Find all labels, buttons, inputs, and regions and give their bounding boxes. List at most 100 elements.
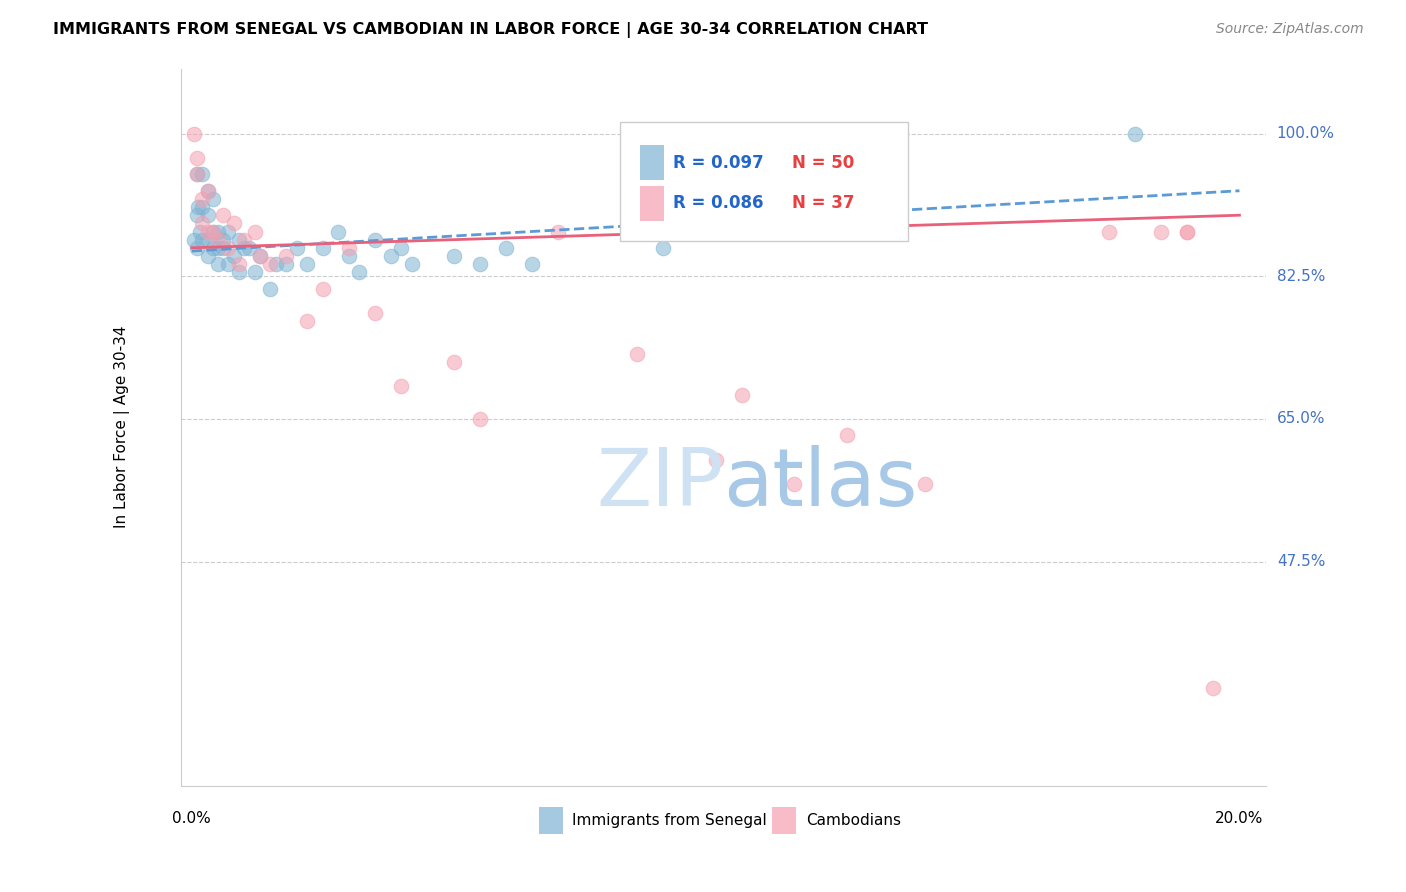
Point (197, 208, 219, 222)
Point (212, 208, 235, 222)
Text: N = 50: N = 50 (792, 154, 853, 172)
Point (183, 127, 205, 141)
Point (443, 355, 465, 369)
Bar (640, 145, 664, 179)
Point (228, 257, 250, 271)
Point (222, 216, 245, 230)
Point (364, 306, 387, 320)
Point (1175, 225, 1198, 239)
Point (188, 225, 211, 239)
Point (197, 249, 219, 263)
Point (238, 241, 260, 255)
Point (201, 241, 224, 255)
Point (389, 241, 412, 255)
Point (626, 347, 648, 361)
Point (312, 241, 335, 255)
Point (1175, 225, 1198, 239)
Point (468, 412, 491, 426)
Point (652, 241, 675, 255)
Point (201, 225, 224, 239)
Text: 65.0%: 65.0% (1277, 411, 1326, 426)
Point (207, 257, 229, 271)
Point (312, 282, 335, 296)
Text: atlas: atlas (724, 445, 918, 524)
Point (704, 452, 727, 467)
Point (522, 257, 544, 271)
Point (207, 233, 229, 247)
Point (468, 257, 491, 271)
Text: Source: ZipAtlas.com: Source: ZipAtlas.com (1216, 22, 1364, 37)
Text: ZIP: ZIP (596, 445, 724, 524)
Point (218, 241, 240, 255)
Point (218, 257, 240, 271)
Point (380, 249, 402, 263)
Point (285, 241, 308, 255)
Text: IMMIGRANTS FROM SENEGAL VS CAMBODIAN IN LABOR FORCE | AGE 30-34 CORRELATION CHAR: IMMIGRANTS FROM SENEGAL VS CAMBODIAN IN … (53, 22, 928, 38)
Point (835, 428, 858, 442)
Text: In Labor Force | Age 30-34: In Labor Force | Age 30-34 (114, 326, 129, 528)
Point (197, 233, 219, 247)
Point (186, 241, 208, 255)
Text: 0.0%: 0.0% (173, 811, 211, 826)
Point (212, 233, 235, 247)
Text: 20.0%: 20.0% (1215, 811, 1264, 826)
Point (547, 225, 569, 239)
Point (295, 314, 318, 328)
FancyBboxPatch shape (620, 122, 908, 241)
Point (186, 151, 208, 165)
Point (191, 192, 214, 206)
Point (201, 192, 224, 206)
Point (274, 257, 297, 271)
Point (186, 168, 208, 182)
Point (228, 265, 250, 279)
Point (249, 249, 271, 263)
Text: Immigrants from Senegal: Immigrants from Senegal (572, 813, 766, 828)
Bar (538, 807, 562, 834)
Bar (640, 186, 664, 220)
Point (1123, 127, 1146, 141)
Point (264, 257, 287, 271)
Point (259, 282, 281, 296)
Point (756, 225, 779, 239)
Point (212, 241, 235, 255)
Point (495, 241, 517, 255)
Text: R = 0.097: R = 0.097 (672, 154, 763, 172)
Point (233, 241, 256, 255)
Point (914, 477, 936, 491)
Text: 82.5%: 82.5% (1277, 268, 1324, 284)
Text: Cambodians: Cambodians (806, 813, 901, 828)
Point (274, 249, 297, 263)
Point (328, 225, 350, 239)
Point (197, 225, 219, 239)
Text: 47.5%: 47.5% (1277, 554, 1324, 569)
Point (731, 387, 754, 401)
Point (228, 233, 250, 247)
Point (186, 208, 208, 222)
Point (233, 233, 256, 247)
Point (197, 184, 219, 198)
Point (364, 233, 387, 247)
Point (1150, 225, 1173, 239)
Point (191, 233, 214, 247)
Point (249, 249, 271, 263)
Point (1202, 681, 1225, 695)
Point (259, 257, 281, 271)
Point (191, 168, 214, 182)
Point (218, 225, 240, 239)
Point (191, 216, 214, 230)
Bar (772, 807, 796, 834)
Point (443, 249, 465, 263)
Point (337, 249, 360, 263)
Point (295, 257, 318, 271)
Point (207, 225, 229, 239)
Text: R = 0.086: R = 0.086 (672, 194, 763, 212)
Point (183, 233, 205, 247)
Point (222, 249, 245, 263)
Point (1097, 225, 1119, 239)
Point (243, 225, 266, 239)
Point (207, 241, 229, 255)
Text: N = 37: N = 37 (792, 194, 855, 212)
Point (349, 265, 371, 279)
Point (401, 257, 423, 271)
Point (186, 168, 208, 182)
